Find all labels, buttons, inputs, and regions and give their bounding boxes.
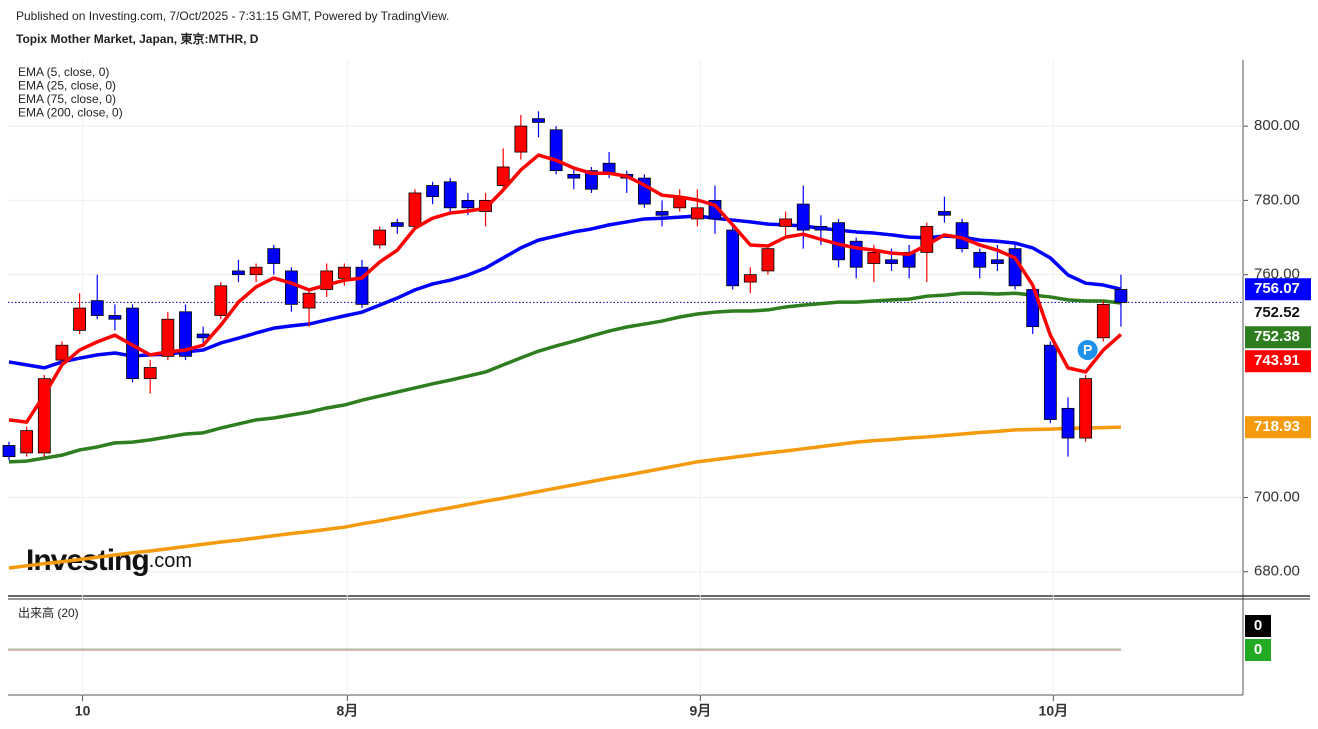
price-tag	[1245, 278, 1311, 301]
candle-body	[443, 181, 457, 209]
volume-title: 出来高 (20)	[18, 605, 79, 620]
candle-body	[585, 170, 598, 190]
candle-body	[408, 192, 422, 227]
candle-body	[179, 311, 192, 357]
price-tag	[1245, 416, 1311, 439]
candle-body	[337, 266, 351, 279]
x-tick-label: 10	[75, 703, 91, 719]
y-tick-label: 780.00	[1254, 191, 1300, 208]
candle-body	[1079, 378, 1093, 439]
x-tick-label: 10月	[1039, 703, 1069, 719]
candle-body	[1061, 407, 1075, 439]
candle-body	[496, 166, 510, 186]
candle-body	[284, 270, 298, 305]
price-tag	[1245, 350, 1311, 373]
candle-body	[214, 285, 228, 316]
candle-body	[655, 211, 669, 216]
price-tag-label: 752.38	[1254, 328, 1300, 345]
candle-body	[390, 222, 404, 227]
candle-body	[761, 248, 775, 272]
candle-body	[726, 229, 740, 287]
candle-body	[779, 218, 792, 227]
candle-body	[938, 211, 951, 216]
candle-body	[90, 300, 104, 316]
candle-body	[249, 266, 263, 276]
ema-line	[8, 214, 1122, 370]
candle-body	[849, 240, 863, 268]
x-tick-label: 9月	[689, 703, 711, 719]
x-tick-label: 8月	[336, 703, 358, 719]
candle-body	[2, 445, 16, 458]
candle-body	[514, 125, 528, 153]
price-tag-label: 756.07	[1254, 280, 1300, 297]
watermark-main: Investing	[26, 544, 149, 577]
candle-body	[461, 199, 475, 209]
candle-body	[867, 251, 881, 264]
legend-entry: EMA (200, close, 0)	[18, 106, 123, 120]
ema-line	[8, 153, 1123, 424]
candle-body	[1096, 303, 1110, 339]
legend-entry: EMA (25, close, 0)	[18, 79, 116, 93]
price-tag-label: 752.52	[1254, 304, 1300, 321]
price-tag	[1245, 302, 1311, 325]
candle-body	[55, 344, 69, 361]
candle-body	[373, 229, 387, 246]
candle-body	[885, 259, 898, 264]
candle-body	[832, 222, 845, 261]
watermark: Investing.com	[26, 544, 192, 577]
candle-body	[973, 251, 987, 268]
volume-ma-tag	[1245, 639, 1271, 661]
candle-body	[743, 274, 757, 283]
candle-body	[532, 118, 545, 123]
candle-body	[20, 430, 34, 454]
symbol-title: Topix Mother Market, Japan, 東京:MTHR, D	[16, 31, 259, 46]
annotation-label: P	[1083, 342, 1092, 358]
candle-body	[991, 259, 1004, 264]
candle-body	[302, 292, 316, 309]
candle-body	[161, 318, 175, 357]
y-tick-label: 680.00	[1254, 563, 1300, 580]
candle-body	[1114, 289, 1128, 303]
volume-tag	[1245, 615, 1271, 637]
legend-entry: EMA (5, close, 0)	[18, 65, 109, 79]
candle-body	[267, 248, 281, 264]
candle-body	[426, 185, 440, 198]
y-tick-label: 800.00	[1254, 117, 1300, 134]
price-tag	[1245, 326, 1311, 349]
watermark-suffix: .com	[149, 550, 192, 572]
candle-body	[814, 225, 828, 231]
candle-body	[690, 207, 704, 220]
published-note: Published on Investing.com, 7/Oct/2025 -…	[16, 9, 449, 23]
price-tag-label: 743.91	[1254, 352, 1300, 369]
candle-body	[1043, 344, 1057, 420]
volume-tag-label: 0	[1254, 617, 1262, 634]
ema-line	[8, 291, 1122, 464]
volume-ma-tag-label: 0	[1254, 641, 1262, 658]
candle-body	[567, 173, 581, 179]
candle-body	[232, 270, 245, 276]
candle-body	[796, 203, 810, 231]
price-tag-label: 718.93	[1254, 418, 1300, 435]
candle-body	[73, 307, 86, 331]
y-tick-label: 700.00	[1254, 488, 1300, 505]
legend-entry: EMA (75, close, 0)	[18, 92, 116, 106]
candle-body	[549, 129, 563, 172]
candle-body	[196, 333, 210, 339]
candle-body	[143, 367, 157, 380]
candle-body	[108, 315, 122, 320]
ema-line	[8, 425, 1121, 570]
annotation-marker	[1077, 339, 1098, 360]
